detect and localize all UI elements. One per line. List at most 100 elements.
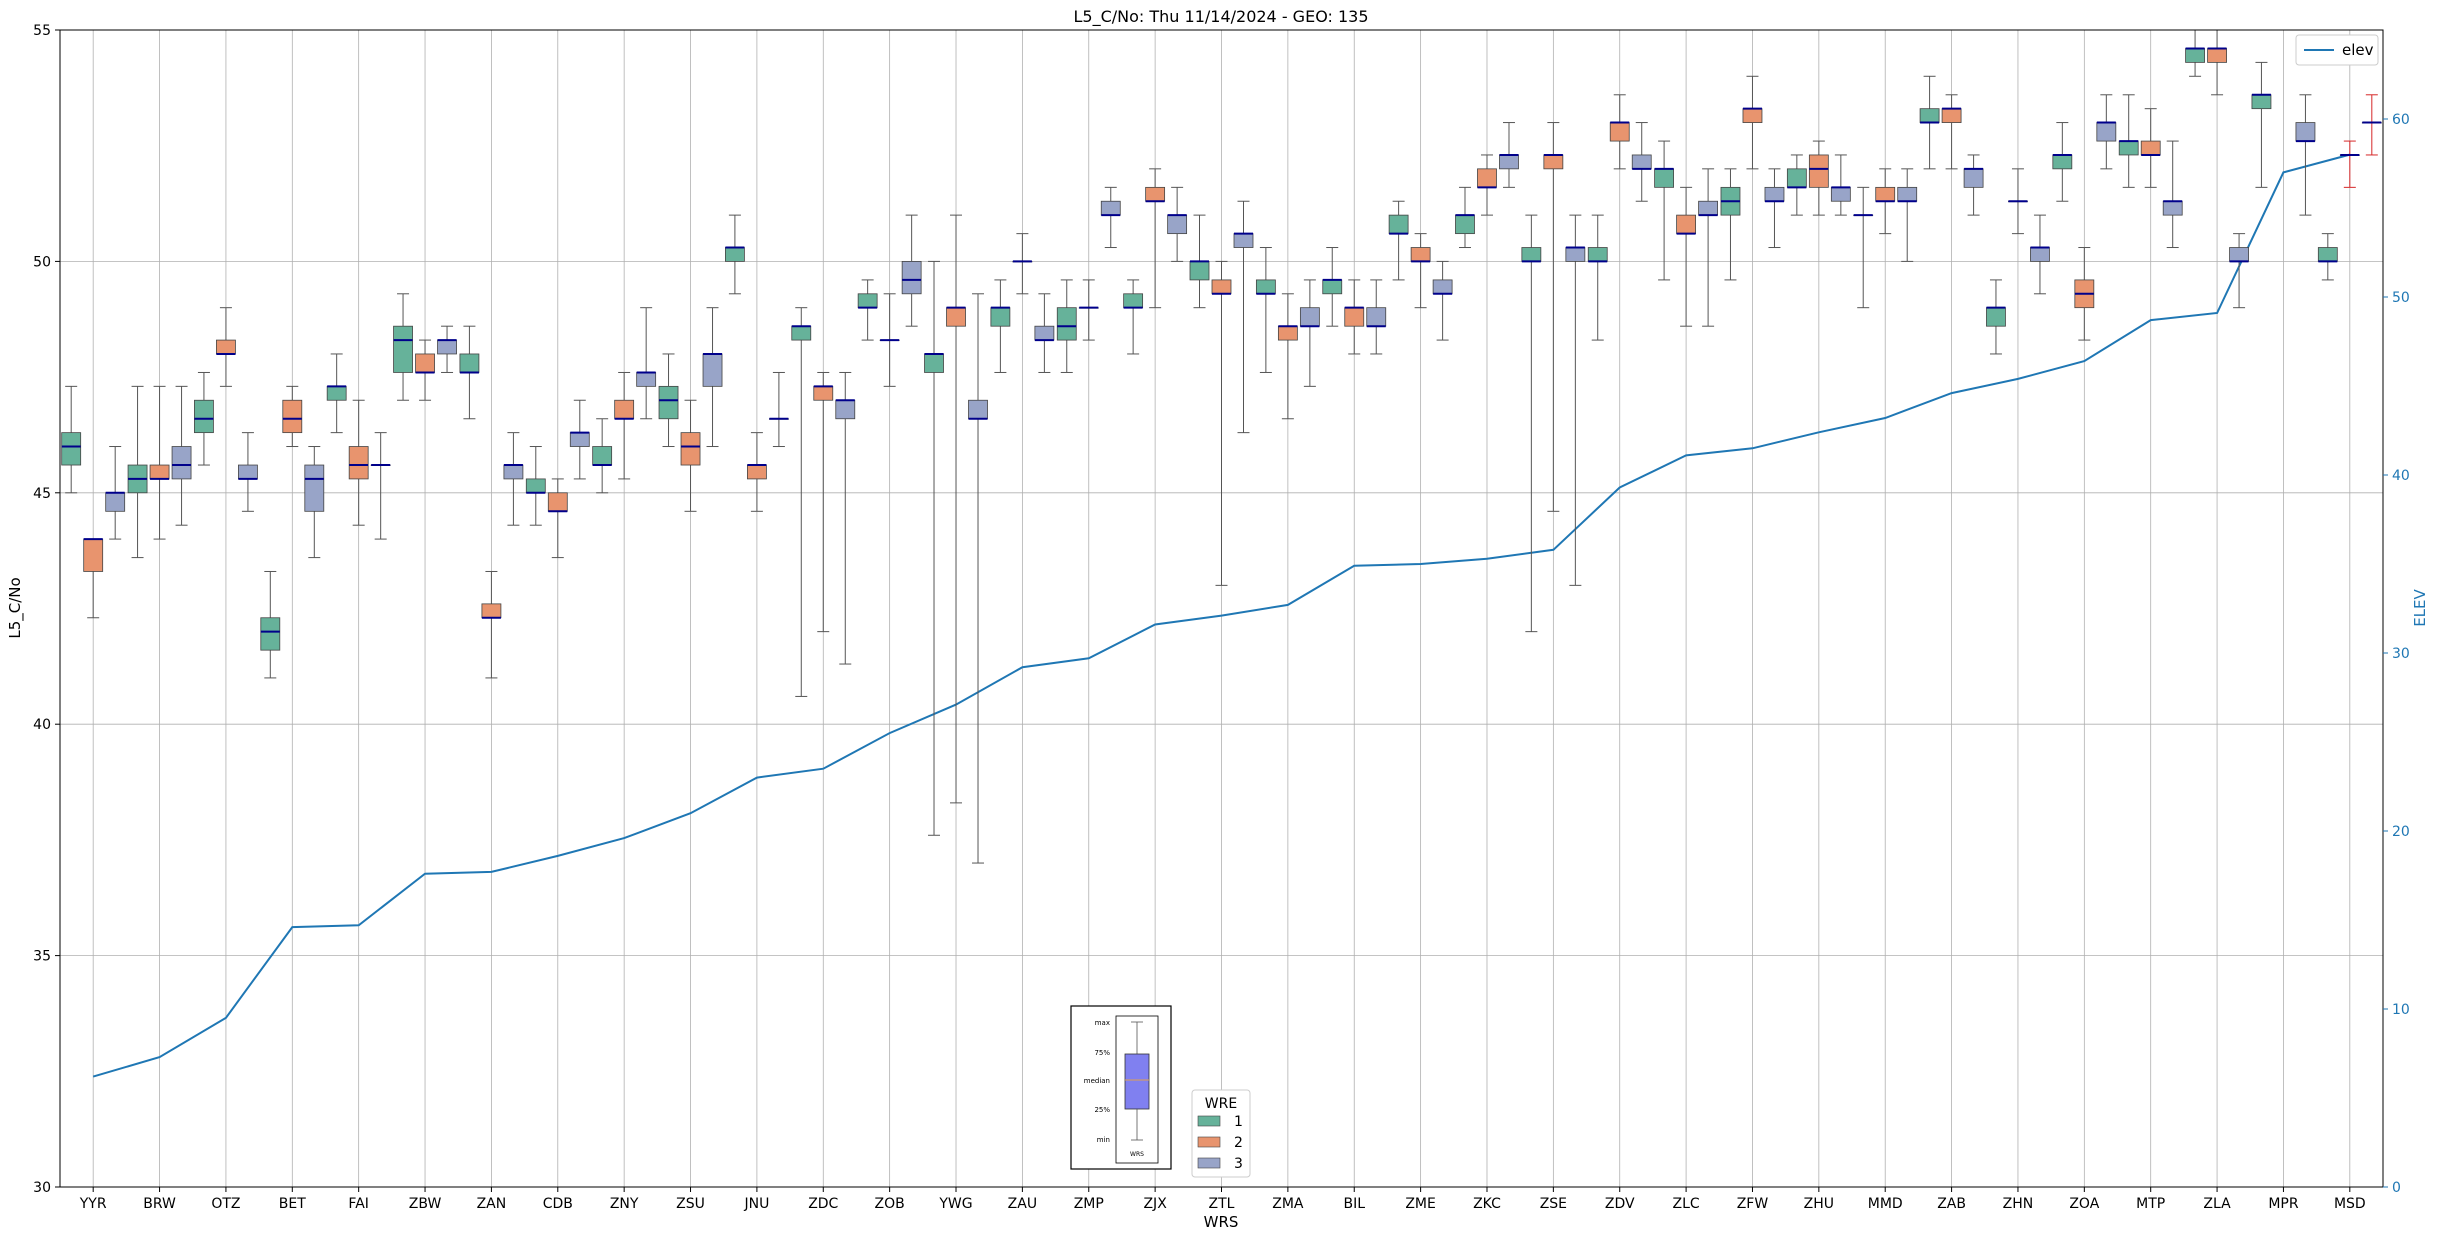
box-ywg-wre2 bbox=[946, 214, 966, 804]
box-ywg-wre1 bbox=[924, 260, 944, 836]
box-mmd-wre2 bbox=[1875, 168, 1896, 235]
box-zhu-wre3 bbox=[1830, 154, 1851, 216]
x-tick-label: OTZ bbox=[211, 1196, 240, 1212]
box-zmp-wre3 bbox=[1100, 186, 1121, 249]
box-zdv-wre3 bbox=[1631, 122, 1652, 202]
x-tick-label: CDB bbox=[543, 1196, 573, 1212]
iqr-box bbox=[326, 385, 347, 401]
box-zau-wre1 bbox=[990, 279, 1011, 373]
box-otz-wre1 bbox=[194, 371, 214, 466]
box-key-inset: max 75% median 25% min WRS bbox=[1070, 1005, 1172, 1170]
box-zdc-wre2 bbox=[813, 371, 834, 633]
box-cdb-wre2 bbox=[547, 478, 568, 559]
box-zla-wre2 bbox=[2207, 29, 2227, 96]
box-zhn-wre3 bbox=[2030, 214, 2050, 295]
box-zob-wre3 bbox=[901, 214, 922, 327]
left-y-axis: 30 35 40 45 50 55 bbox=[33, 23, 60, 1196]
box-key-label-q1: 25% bbox=[1094, 1106, 1110, 1114]
box-zsu-wre3 bbox=[702, 307, 723, 448]
x-tick-label: ZMP bbox=[1074, 1196, 1104, 1212]
box-zbw-wre3 bbox=[437, 325, 457, 373]
box-zfw-wre3 bbox=[1764, 168, 1785, 249]
y-axis-label: L5_C/No bbox=[6, 577, 25, 638]
x-tick-label: ZDV bbox=[1605, 1196, 1635, 1212]
box-zob-wre2 bbox=[879, 293, 900, 387]
iqr-box bbox=[901, 260, 922, 295]
iqr-box bbox=[525, 478, 546, 494]
iqr-box bbox=[260, 617, 281, 651]
iqr-box bbox=[614, 399, 635, 420]
x-tick-label: FAI bbox=[348, 1196, 368, 1212]
x-tick-label: YWG bbox=[938, 1196, 972, 1212]
box-yyr-wre2 bbox=[83, 538, 104, 619]
box-layer bbox=[61, 29, 2382, 864]
iqr-box bbox=[2118, 140, 2139, 156]
box-zau-wre2 bbox=[1012, 233, 1033, 295]
iqr-box bbox=[1100, 200, 1121, 216]
box-jnu-wre2 bbox=[747, 432, 767, 512]
box-brw-wre2 bbox=[149, 385, 170, 540]
x-tick-label: ZSE bbox=[1540, 1196, 1567, 1212]
box-zjx-wre1 bbox=[1123, 279, 1144, 355]
box-zmp-wre1 bbox=[1056, 279, 1077, 373]
iqr-box bbox=[2096, 122, 2117, 142]
box-zdc-wre3 bbox=[835, 371, 856, 665]
wre-legend-label-2: 2 bbox=[1234, 1135, 1243, 1151]
iqr-box bbox=[304, 464, 325, 512]
iqr-box bbox=[1277, 325, 1298, 341]
iqr-box bbox=[459, 353, 480, 373]
iqr-box bbox=[1698, 200, 1718, 216]
box-bil-wre1 bbox=[1322, 247, 1343, 327]
iqr-box bbox=[1676, 214, 1696, 235]
iqr-box bbox=[702, 353, 723, 387]
x-axis-label: WRS bbox=[1204, 1213, 1239, 1231]
iqr-box bbox=[1875, 186, 1896, 202]
iqr-box bbox=[725, 247, 745, 262]
iqr-box bbox=[1986, 307, 2006, 327]
iqr-box bbox=[1654, 168, 1674, 188]
x-tick-label: ZBW bbox=[409, 1196, 442, 1212]
box-ztl-wre2 bbox=[1211, 260, 1232, 586]
box-msd-wre2 bbox=[2339, 140, 2360, 188]
iqr-box bbox=[1366, 307, 1387, 327]
iqr-box bbox=[636, 372, 657, 387]
box-zkc-wre3 bbox=[1499, 122, 1519, 188]
box-bet-wre1 bbox=[260, 570, 281, 679]
x-tick-label: MPR bbox=[2268, 1196, 2299, 1212]
box-zoa-wre2 bbox=[2074, 247, 2095, 341]
iqr-box bbox=[990, 307, 1011, 327]
box-zhn-wre1 bbox=[1986, 279, 2006, 355]
box-zlc-wre2 bbox=[1676, 186, 1696, 327]
iqr-box bbox=[2162, 200, 2183, 216]
x-tick-label: ZJX bbox=[1143, 1196, 1167, 1212]
iqr-box bbox=[393, 325, 413, 373]
box-cdb-wre3 bbox=[569, 399, 590, 480]
iqr-box bbox=[105, 492, 126, 512]
iqr-box bbox=[1764, 186, 1785, 202]
y2-tick-label: 20 bbox=[2392, 824, 2410, 840]
box-key-label-median: median bbox=[1084, 1077, 1110, 1085]
wre-legend-swatch-3 bbox=[1197, 1157, 1221, 1169]
iqr-box bbox=[946, 307, 966, 327]
iqr-box bbox=[216, 339, 236, 355]
iqr-box bbox=[2140, 140, 2161, 156]
wre-legend-label-3: 3 bbox=[1234, 1156, 1243, 1172]
iqr-box bbox=[1322, 279, 1343, 295]
box-zlc-wre1 bbox=[1654, 140, 1674, 281]
iqr-box bbox=[2317, 247, 2338, 262]
x-tick-label: ZFW bbox=[1737, 1196, 1769, 1212]
box-ywg-wre3 bbox=[968, 293, 988, 864]
box-zlc-wre3 bbox=[1698, 168, 1718, 327]
box-zkc-wre2 bbox=[1477, 154, 1497, 216]
iqr-box bbox=[1123, 293, 1144, 309]
box-brw-wre1 bbox=[127, 385, 148, 559]
box-zma-wre1 bbox=[1255, 247, 1276, 373]
y2-tick-label: 40 bbox=[2392, 468, 2410, 484]
box-mmd-wre3 bbox=[1897, 168, 1918, 262]
box-zla-wre1 bbox=[2185, 29, 2205, 77]
box-otz-wre2 bbox=[216, 307, 236, 387]
iqr-box bbox=[835, 399, 856, 420]
box-zse-wre2 bbox=[1543, 122, 1564, 512]
x-tick-label: ZSU bbox=[676, 1196, 705, 1212]
y-tick-label: 45 bbox=[33, 486, 51, 502]
